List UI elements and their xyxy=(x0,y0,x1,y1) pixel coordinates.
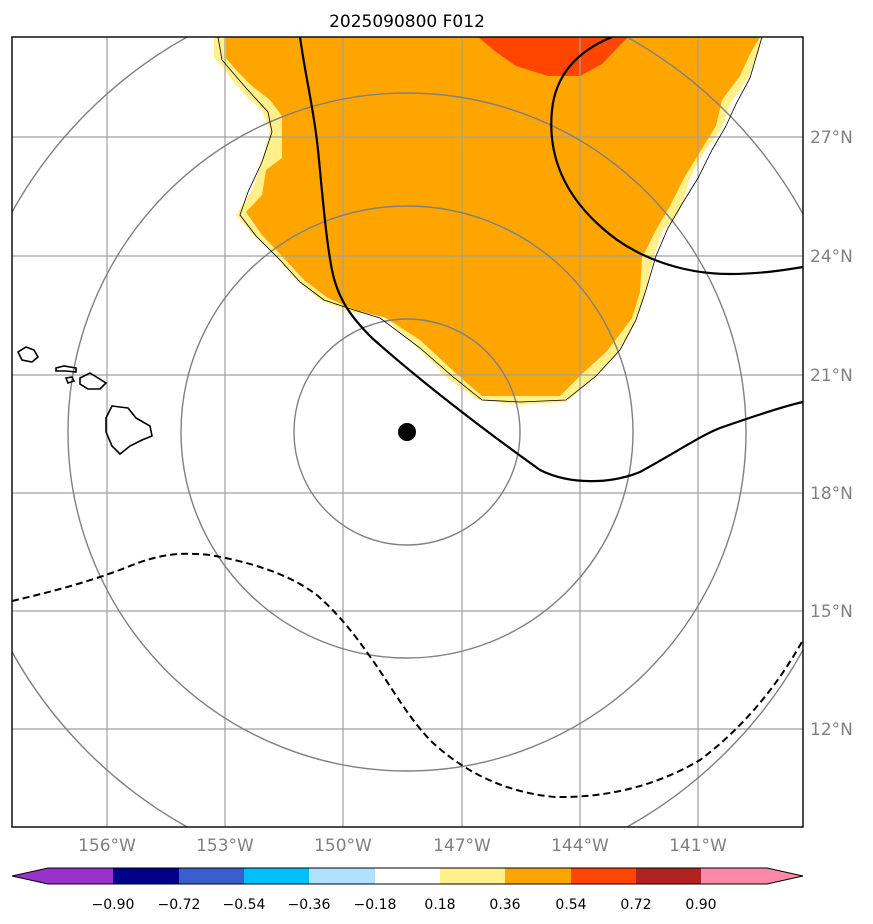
map-plot xyxy=(12,37,803,827)
colorbar-segment xyxy=(113,868,179,884)
map-frame xyxy=(11,36,804,828)
colorbar-label: −0.54 xyxy=(223,897,266,913)
graticule xyxy=(12,37,803,827)
lat-tick-label: 15°N xyxy=(810,602,853,622)
island-hawaii xyxy=(105,405,153,456)
island-maui xyxy=(79,372,108,390)
island-oahu xyxy=(55,365,77,373)
colorbar-segment xyxy=(505,868,571,884)
colorbar-label: −0.72 xyxy=(158,897,201,913)
range-ring-2 xyxy=(180,205,634,659)
colorbar-segment xyxy=(179,868,244,884)
colorbar-segment xyxy=(636,868,701,884)
field-edge-outline xyxy=(217,37,763,403)
lat-tick-label: 24°N xyxy=(810,247,853,267)
lat-tick-label: 18°N xyxy=(810,484,853,504)
lon-tick-label: 156°W xyxy=(78,836,136,856)
shaded-region-mid xyxy=(226,37,760,396)
coastline-islands xyxy=(16,346,153,456)
range-ring-1 xyxy=(293,318,521,546)
lat-tick-label: 27°N xyxy=(810,128,853,148)
colorbar-label: 0.36 xyxy=(489,897,520,913)
range-ring-3 xyxy=(67,92,747,772)
lat-tick-label: 12°N xyxy=(810,720,853,740)
colorbar-label: 0.72 xyxy=(620,897,651,913)
colorbar: −0.90 −0.72 −0.54 −0.36 −0.18 0.18 0.36 … xyxy=(11,867,804,913)
range-rings xyxy=(12,37,803,827)
colorbar-label: −0.90 xyxy=(92,897,135,913)
lon-tick-label: 141°W xyxy=(669,836,727,856)
lat-tick-label: 21°N xyxy=(810,366,853,386)
storm-center-marker xyxy=(398,423,416,441)
colorbar-label: 0.54 xyxy=(555,897,586,913)
colorbar-segments xyxy=(12,868,803,884)
lon-tick-label: 153°W xyxy=(196,836,254,856)
lon-tick-label: 144°W xyxy=(551,836,609,856)
lon-tick-labels: 156°W 153°W 150°W 147°W 144°W 141°W xyxy=(78,836,727,856)
colorbar-segment xyxy=(309,868,375,884)
map-title: 2025090800 F012 xyxy=(329,12,485,32)
colorbar-segment xyxy=(244,868,309,884)
lon-tick-label: 150°W xyxy=(314,836,372,856)
colorbar-label: −0.18 xyxy=(354,897,397,913)
colorbar-outline xyxy=(11,867,804,885)
colorbar-segment xyxy=(571,868,636,884)
contour-dashed-south xyxy=(12,552,803,799)
colorbar-label: 0.90 xyxy=(685,897,716,913)
island-kauai xyxy=(16,346,40,363)
colorbar-segment xyxy=(701,868,803,884)
colorbar-segment xyxy=(440,868,505,884)
colorbar-label: 0.18 xyxy=(424,897,455,913)
lon-tick-label: 147°W xyxy=(433,836,491,856)
lat-tick-labels: 27°N 24°N 21°N 18°N 15°N 12°N xyxy=(810,128,853,740)
colorbar-label: −0.36 xyxy=(288,897,331,913)
colorbar-segment xyxy=(375,868,440,884)
contour-solid-east xyxy=(550,37,803,276)
contour-solid-west xyxy=(298,37,803,483)
colorbar-labels: −0.90 −0.72 −0.54 −0.36 −0.18 0.18 0.36 … xyxy=(92,897,717,913)
colorbar-segment xyxy=(12,868,113,884)
island-molokai xyxy=(64,376,76,384)
